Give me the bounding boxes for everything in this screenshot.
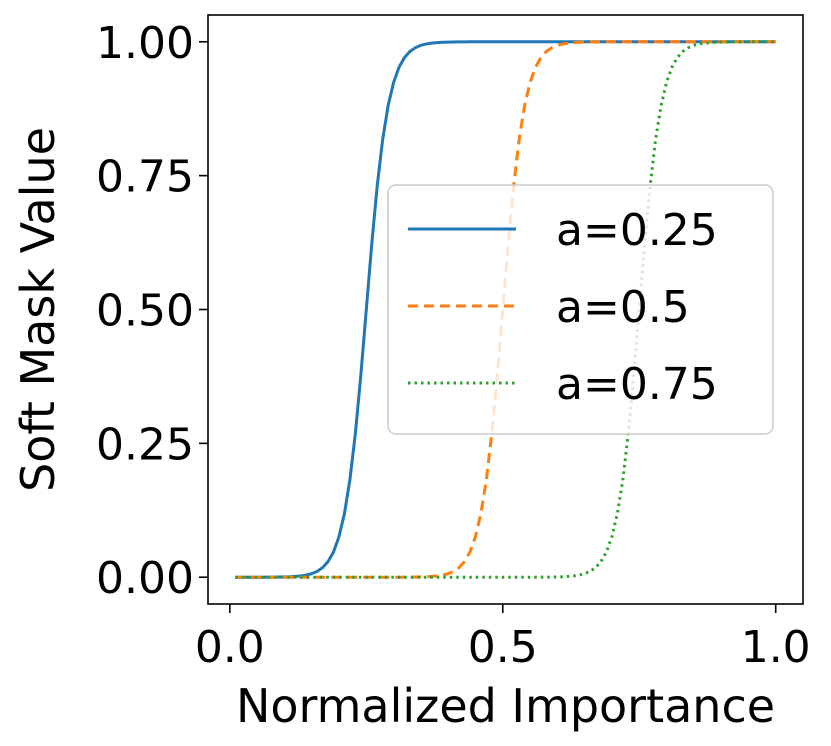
x-tick-label: 0.0 [195, 622, 265, 673]
x-axis-title: Normalized Importance [236, 679, 775, 733]
plot-lines [235, 40, 776, 579]
series-line-0 [235, 40, 776, 579]
y-tick-label: 1.00 [96, 18, 194, 69]
x-axis: 0.0 0.5 1.0 [195, 604, 811, 673]
y-axis-title: Soft Mask Value [11, 127, 65, 492]
legend-label: a=0.25 [556, 205, 718, 256]
legend-label: a=0.75 [556, 359, 718, 410]
y-tick-label: 0.00 [96, 553, 194, 604]
y-tick-label: 0.25 [96, 419, 194, 470]
y-axis: 0.00 0.25 0.50 0.75 1.00 [96, 18, 208, 604]
legend-box [387, 184, 774, 435]
legend: a=0.25 a=0.5 a=0.75 [387, 184, 774, 435]
y-tick-label: 0.75 [96, 152, 194, 203]
y-tick-label: 0.50 [96, 286, 194, 337]
legend-label: a=0.5 [556, 282, 690, 333]
x-tick-label: 0.5 [468, 622, 538, 673]
x-tick-label: 1.0 [741, 622, 811, 673]
